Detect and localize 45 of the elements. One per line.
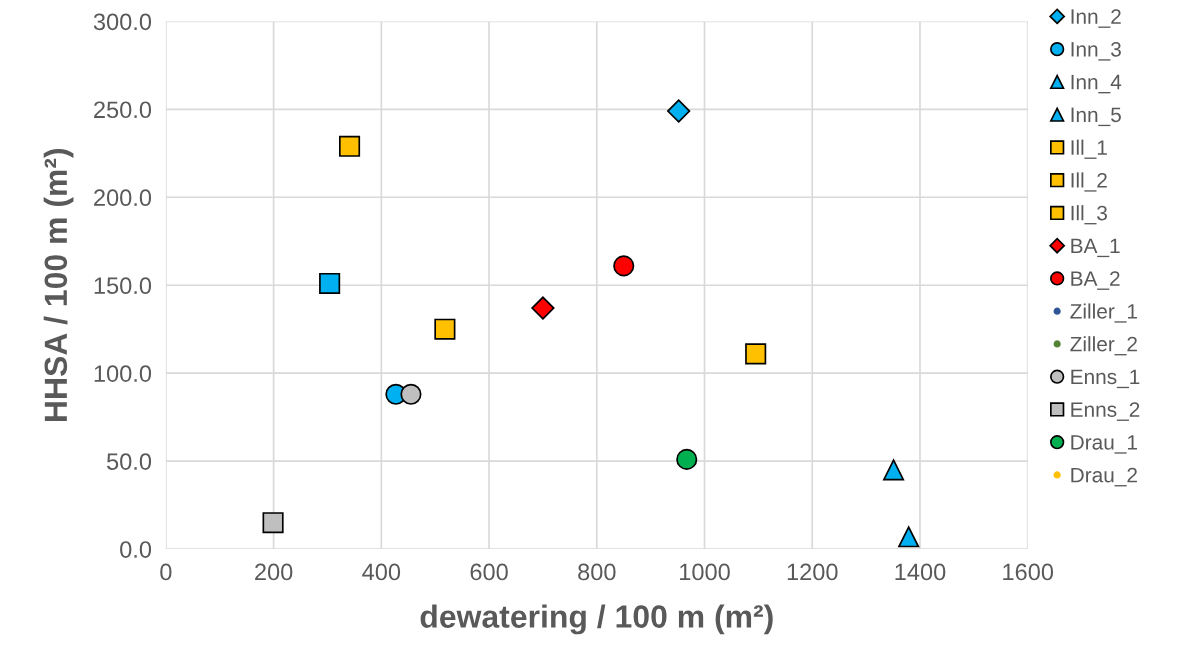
y-tick-label: 200.0	[94, 189, 152, 207]
legend-label: Ziller_2	[1070, 336, 1137, 356]
legend-label: Ziller_1	[1070, 303, 1137, 323]
x-tick-label: 0	[160, 563, 172, 581]
y-tick-label: 250.0	[94, 101, 152, 119]
point	[531, 296, 555, 320]
point	[667, 99, 691, 123]
legend-label: Ill_1	[1071, 139, 1107, 159]
point	[434, 318, 456, 340]
x-tick-label: 800	[578, 563, 616, 581]
y-tick-label: 150.0	[94, 277, 152, 295]
point	[883, 459, 905, 481]
legend-label: Inn_2	[1071, 9, 1121, 28]
x-tick-label: 1600	[1003, 563, 1054, 581]
x-tick-label: 1400	[895, 563, 946, 581]
legend-label: Drau_1	[1071, 435, 1137, 454]
y-tick-label: 0.0	[120, 541, 152, 558]
point	[676, 448, 698, 470]
legend-label: Inn_5	[1071, 107, 1121, 127]
x-tick-label: 1200	[787, 563, 838, 581]
legend-label: Inn_3	[1071, 41, 1121, 61]
y-tick-label: 300.0	[93, 13, 152, 31]
point	[319, 272, 341, 295]
legend-label: Enns_1	[1071, 369, 1140, 389]
x-tick-label: 200	[255, 563, 293, 581]
point	[613, 255, 635, 277]
x-tick-label: 1000	[680, 563, 730, 581]
point	[898, 526, 920, 548]
point	[400, 383, 422, 405]
legend-label: Ill_2	[1071, 172, 1107, 192]
point	[745, 343, 767, 365]
legend-label: BA_1	[1071, 238, 1120, 258]
legend-label: Inn_4	[1071, 74, 1122, 94]
x-tick-label: 400	[362, 563, 401, 581]
legend-label: BA_2	[1071, 271, 1120, 290]
y-tick-label: 100.0	[94, 365, 152, 382]
y-tick-label: 50.0	[106, 453, 152, 470]
legend-label: Ill_3	[1071, 205, 1107, 225]
point	[262, 512, 284, 534]
x-tick-label: 600	[470, 563, 508, 581]
legend-label: Drau_2	[1071, 467, 1137, 487]
legend-label: Enns_2	[1071, 402, 1140, 421]
x-axis-title: dewatering / 100 m (m²)	[420, 604, 773, 635]
y-axis-title: HHSA / 100 m (m²)	[43, 148, 74, 421]
point	[338, 135, 361, 157]
